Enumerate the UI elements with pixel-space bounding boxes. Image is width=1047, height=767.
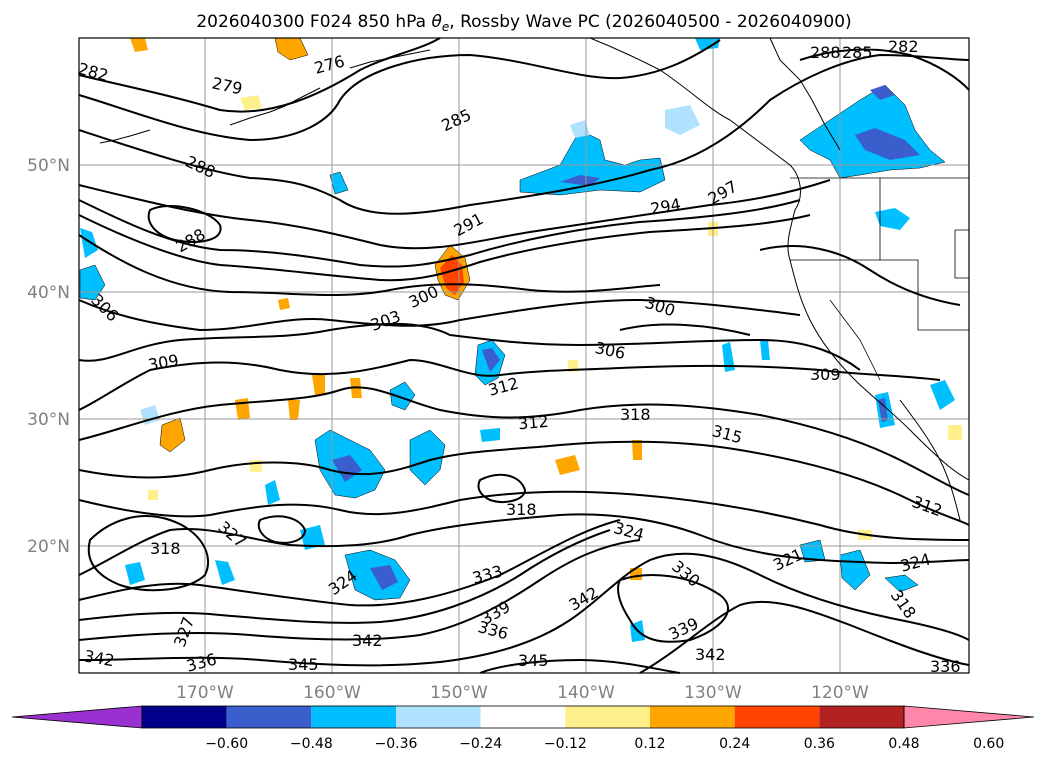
- contour-label: 342: [352, 631, 383, 650]
- lat-label: 20°N: [27, 537, 70, 557]
- contour-label: 285: [842, 43, 873, 62]
- colorbar-tick-label: −0.12: [544, 736, 587, 752]
- colorbar-frame: [141, 705, 905, 729]
- colorbar-extend-min: [11, 705, 143, 729]
- contour-label: 345: [518, 651, 549, 670]
- colorbar-tick-label: 0.60: [973, 736, 1004, 752]
- lon-label: 120°W: [811, 683, 869, 703]
- colorbar-segment: [226, 706, 312, 728]
- lon-label: 140°W: [557, 683, 615, 703]
- colorbar-extend-max: [903, 705, 1035, 729]
- colorbar-segment: [734, 706, 820, 728]
- lon-label: 150°W: [430, 683, 488, 703]
- contour-label: 309: [810, 365, 841, 384]
- latitude-labels: 50°N 40°N 30°N 20°N: [27, 156, 70, 557]
- contour-label: 318: [150, 539, 181, 558]
- map-panel: 282 279 276 285 288 288 288 285 282 291 …: [76, 37, 970, 676]
- colorbar-segments: [11, 705, 1035, 729]
- contour-label: 318: [506, 500, 537, 519]
- colorbar-tick-label: 0.12: [634, 736, 665, 752]
- colorbar-segment: [819, 706, 904, 728]
- colorbar-tick-label: −0.36: [375, 736, 418, 752]
- contour-label: 342: [695, 645, 726, 664]
- colorbar-tick-label: −0.24: [459, 736, 502, 752]
- colorbar-segment: [142, 706, 227, 728]
- colorbar-tick-label: 0.48: [888, 736, 919, 752]
- contour-label: 282: [888, 37, 919, 56]
- colorbar-ticks: −0.60 −0.48 −0.36 −0.24 −0.12 0.12 0.24 0.36 0.4…: [205, 736, 1004, 752]
- colorbar-segment: [396, 706, 481, 728]
- colorbar-segment: [565, 706, 650, 728]
- contour-label: 312: [517, 412, 549, 434]
- lon-label: 130°W: [684, 683, 742, 703]
- lat-label: 50°N: [27, 156, 70, 176]
- map-frame: [78, 37, 970, 674]
- lat-label: 40°N: [27, 283, 70, 303]
- colorbar-tick-label: −0.60: [205, 736, 248, 752]
- coastlines: [99, 37, 970, 521]
- map-title: 2026040300 F024 850 hPa θe, Rossby Wave …: [196, 12, 851, 34]
- colorbar-tick-label: 0.36: [804, 736, 835, 752]
- colorbar-segment: [311, 706, 396, 728]
- colorbar-segment: [480, 706, 566, 728]
- contour-label: 288: [810, 43, 841, 62]
- colorbar-tick-label: −0.48: [290, 736, 333, 752]
- contour-label: 345: [288, 655, 319, 674]
- shading-positive: [130, 37, 962, 580]
- contour-label: 336: [930, 657, 961, 676]
- longitude-labels: 170°W 160°W 150°W 140°W 130°W 120°W: [176, 683, 869, 703]
- contour-label: 318: [620, 405, 651, 424]
- lon-label: 160°W: [303, 683, 361, 703]
- colorbar-segment: [650, 706, 735, 728]
- lon-label: 170°W: [176, 683, 234, 703]
- theta-e-contours: [78, 37, 970, 674]
- lat-label: 30°N: [27, 410, 70, 430]
- colorbar: −0.60 −0.48 −0.36 −0.24 −0.12 0.12 0.24 0.36 0.4…: [11, 705, 1035, 752]
- colorbar-tick-label: 0.24: [719, 736, 750, 752]
